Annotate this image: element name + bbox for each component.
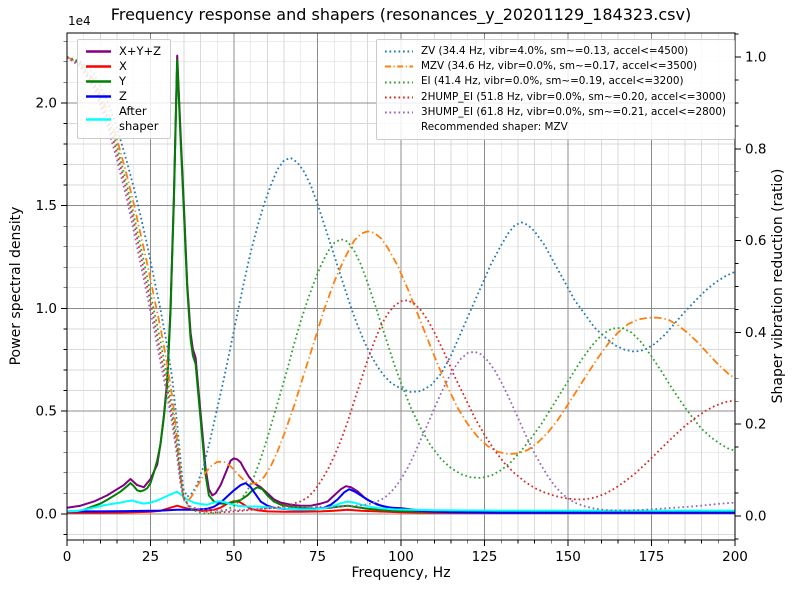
legend-sample-line [384,65,413,68]
legend-psd: X+Y+Z X Y Z After shaper [77,39,172,139]
x-tick-label: 50 [225,549,242,565]
legend-item-mzv: MZV (34.6 Hz, vibr=0.0%, sm~=0.17, accel… [384,59,726,74]
legend-shapers: ZV (34.4 Hz, vibr=4.0%, sm~=0.13, accel<… [375,39,735,141]
legend-item-x-y-z: X+Y+Z [85,44,161,59]
legend-item-label: 2HUMP_EI (51.8 Hz, vibr=0.0%, sm~=0.20, … [420,90,726,103]
y-tick-label-left: 1.0 [36,301,57,317]
series-psd-after-shaper [66,490,735,513]
y-tick-label-left: 1.5 [36,198,57,214]
legend-sample-line [86,95,111,98]
y-tick-label-right: 1.0 [745,50,766,66]
series-shaper-mzv [66,56,736,504]
x-tick-label: 100 [388,549,414,565]
y-tick-label-left: 0.5 [36,404,57,420]
y-axis-offset-label: 1e4 [68,14,91,28]
y-tick-label-right: 0.2 [745,417,766,433]
x-tick-label: 150 [555,549,581,565]
legend-item-label: X+Y+Z [119,44,162,58]
chart-title: Frequency response and shapers (resonanc… [110,5,692,24]
legend-sample-line [86,117,111,121]
legend-item-x: X [85,59,161,74]
legend-item-3hump_ei: 3HUMP_EI (61.8 Hz, vibr=0.0%, sm~=0.21, … [384,105,726,120]
legend-sample-line [384,96,413,99]
legend-sample-line [384,50,413,53]
legend-item-label: ZV (34.4 Hz, vibr=4.0%, sm~=0.13, accel<… [420,45,689,57]
legend-item-label: After shaper [119,104,159,133]
y-axis-label-left: Power spectral density [8,206,24,366]
x-tick-label: 25 [142,549,159,565]
legend-item-zv: ZV (34.4 Hz, vibr=4.0%, sm~=0.13, accel<… [384,44,726,59]
y-tick-label-right: 0.4 [745,325,766,341]
legend-sample-line [86,50,111,53]
x-tick-label: 200 [722,549,748,565]
legend-item-label: 3HUMP_EI (61.8 Hz, vibr=0.0%, sm~=0.21, … [420,105,726,118]
series-shaper-2hump_ei [66,56,736,514]
legend-sample-line [86,80,111,83]
x-tick-label: 0 [63,549,72,565]
legend-item-2hump_ei: 2HUMP_EI (51.8 Hz, vibr=0.0%, sm~=0.20, … [384,90,726,105]
x-tick-label: 75 [309,549,326,565]
legend-item-after-shaper: After shaper [85,104,161,134]
series-shaper-zv [66,56,736,498]
x-tick-label: 125 [472,549,498,565]
legend-recommended-shaper: Recommended shaper: MZV [420,121,568,134]
legend-item-label: Z [119,89,127,103]
series-psd-x [67,500,735,514]
legend-item-label: MZV (34.6 Hz, vibr=0.0%, sm~=0.17, accel… [420,60,698,73]
y-tick-label-left: 0.0 [36,506,57,522]
x-tick-label: 175 [639,549,665,565]
legend-sample-line [384,81,413,83]
legend-item-label: X [119,59,127,73]
y-axis-label-right: Shaper vibration reduction (ratio) [770,168,786,404]
legend-sample-line [384,111,413,114]
legend-item-z: Z [85,89,161,104]
legend-item-label: EI (41.4 Hz, vibr=0.0%, sm~=0.19, accel<… [420,75,684,88]
legend-item-ei: EI (41.4 Hz, vibr=0.0%, sm~=0.19, accel<… [384,74,726,89]
y-tick-label-right: 0.0 [745,508,766,524]
legend-item-y: Y [85,74,161,89]
series-shaper-ei [66,56,736,515]
y-tick-label-right: 0.8 [745,141,766,157]
legend-item-label: Y [119,74,127,88]
y-tick-label-right: 0.6 [745,233,766,249]
y-tick-label-left: 2.0 [36,95,57,111]
legend-sample-line [86,65,111,68]
x-axis-label: Frequency, Hz [351,565,451,581]
